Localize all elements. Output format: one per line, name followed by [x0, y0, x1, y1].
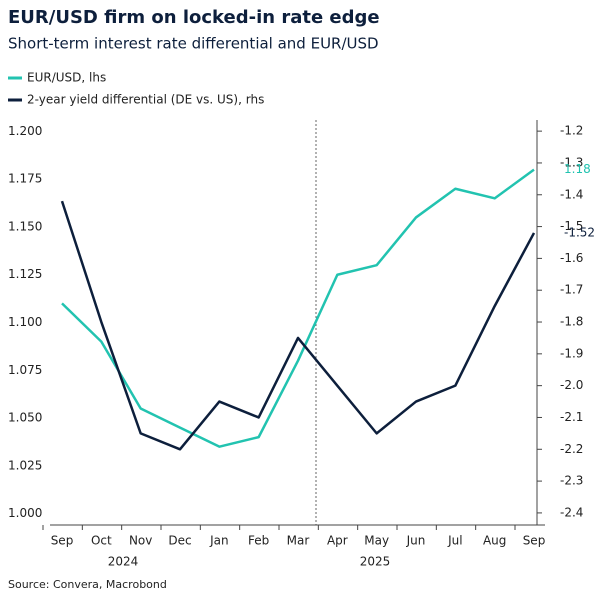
x-group-label: 2025	[360, 555, 391, 569]
y2-tick-label: -1.6	[560, 251, 583, 265]
y2-tick-label: -2.3	[560, 474, 583, 488]
x-tick-label: Aug	[483, 534, 506, 548]
y-tick-label: 1.100	[8, 315, 42, 329]
y-tick-label: 1.025	[8, 458, 42, 472]
series-line	[61, 168, 535, 448]
source: Source: Convera, Macrobond	[8, 578, 167, 591]
x-tick-label: Apr	[327, 534, 348, 548]
y-tick-label: 1.050	[8, 411, 42, 425]
x-tick-label: Jun	[406, 534, 426, 548]
x-tick-label: Oct	[91, 534, 112, 548]
x-tick-label: Mar	[287, 534, 310, 548]
y-tick-label: 1.200	[8, 124, 42, 138]
x-tick-label: Sep	[51, 534, 74, 548]
y2-tick-label: -1.5	[560, 219, 583, 233]
y2-tick-label: -1.4	[560, 187, 583, 201]
y2-tick-label: -1.9	[560, 346, 583, 360]
end-label: 1.18	[564, 162, 591, 176]
x-tick-label: Sep	[523, 534, 546, 548]
y2-tick-label: -1.2	[560, 124, 583, 138]
x-tick-label: Feb	[248, 534, 269, 548]
y2-tick-label: -2.2	[560, 442, 583, 456]
legend-label: 2-year yield differential (DE vs. US), r…	[27, 93, 264, 107]
y-tick-label: 1.075	[8, 363, 42, 377]
y2-tick-label: -1.7	[560, 283, 583, 297]
y2-tick-label: -2.1	[560, 410, 583, 424]
series-line	[60, 200, 536, 451]
y-tick-label: 1.125	[8, 267, 42, 281]
y-tick-label: 1.150	[8, 219, 42, 233]
end-label: -1.52	[564, 225, 595, 239]
y2-tick-label: -2.0	[560, 378, 583, 392]
y2-tick-label: -2.4	[560, 505, 583, 519]
y-tick-label: 1.000	[8, 506, 42, 520]
chart-title: EUR/USD firm on locked-in rate edge	[8, 7, 380, 28]
x-tick-label: Jul	[447, 534, 462, 548]
x-group-label: 2024	[108, 555, 139, 569]
y2-tick-label: -1.8	[560, 315, 583, 329]
y-tick-label: 1.175	[8, 172, 42, 186]
x-tick-label: Nov	[129, 534, 152, 548]
x-tick-label: May	[364, 534, 389, 548]
legend-label: EUR/USD, lhs	[27, 71, 106, 85]
y2-tick-label: -1.3	[560, 155, 583, 169]
x-tick-label: Jan	[209, 534, 229, 548]
x-tick-label: Dec	[168, 534, 191, 548]
chart-subtitle: Short-term interest rate differential an…	[8, 35, 379, 53]
